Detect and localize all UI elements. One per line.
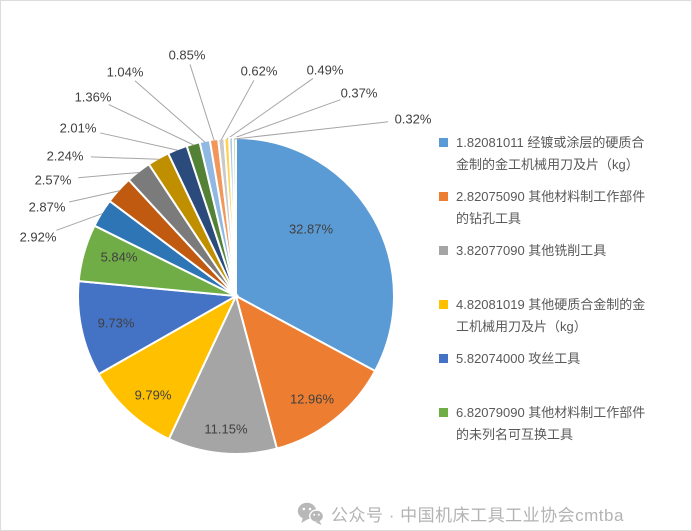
legend-label: 4.82081019 其他硬质合金制的金工机械用刀及片（kg）	[456, 297, 646, 334]
data-label: 32.87%	[289, 222, 334, 237]
legend-label: 3.82077090 其他铣削工具	[456, 243, 607, 258]
legend-item-3: 3.82077090 其他铣削工具	[439, 240, 657, 262]
pie-slice-3	[167, 293, 279, 455]
legend-item-5: 5.82074000 攻丝工具	[439, 348, 657, 370]
data-label: 2.92%	[20, 230, 57, 245]
wechat-icon	[297, 502, 324, 525]
legend-item-1: 1.82081011 经镀或涂层的硬质合金制的金工机械用刀及片（kg）	[439, 132, 657, 176]
legend-label: 2.82075090 其他材料制工作部件的钻孔工具	[456, 189, 646, 226]
legend-label: 1.82081011 经镀或涂层的硬质合金制的金工机械用刀及片（kg）	[456, 135, 645, 172]
legend-item-6: 6.82079090 其他材料制工作部件的未列名可互换工具	[439, 402, 657, 446]
pie-slice-5	[77, 280, 240, 376]
legend-marker	[439, 246, 448, 255]
leader-line	[234, 121, 389, 140]
data-label: 0.37%	[341, 86, 378, 101]
data-label: 2.24%	[47, 149, 84, 164]
legend-item-4: 4.82081019 其他硬质合金制的金工机械用刀及片（kg）	[439, 294, 657, 338]
data-label: 0.49%	[307, 63, 344, 78]
leader-line	[108, 104, 194, 146]
legend-marker	[439, 300, 448, 309]
legend-marker	[439, 138, 448, 147]
watermark-text: 公众号 · 中国机床工具工业协会cmtba	[331, 506, 624, 525]
legend-item-2: 2.82075090 其他材料制工作部件的钻孔工具	[439, 186, 657, 230]
data-label: 2.87%	[29, 200, 66, 215]
data-label: 5.84%	[101, 250, 138, 265]
leader-line	[189, 64, 215, 141]
legend-label: 6.82079090 其他材料制工作部件的未列名可互换工具	[456, 405, 646, 442]
leader-line	[56, 213, 103, 231]
leader-line	[134, 80, 206, 143]
data-label: 9.79%	[135, 388, 172, 403]
data-label: 0.62%	[241, 64, 278, 79]
data-label: 11.15%	[204, 422, 248, 437]
data-label: 12.96%	[290, 392, 335, 407]
data-label: 2.01%	[60, 121, 97, 136]
legend-marker	[439, 408, 448, 417]
pie-slice-4	[97, 293, 239, 441]
data-label: 9.73%	[98, 316, 135, 331]
legend-marker	[439, 192, 448, 201]
legend-marker	[439, 354, 448, 363]
data-label: 2.57%	[35, 173, 72, 188]
leader-line	[100, 132, 178, 151]
leader-line	[220, 80, 255, 140]
pie-slice-1	[235, 136, 395, 373]
pie-slice-2	[234, 294, 377, 450]
leader-line	[230, 99, 341, 140]
chart-legend: 1.82081011 经镀或涂层的硬质合金制的金工机械用刀及片（kg） 2.820…	[439, 1, 689, 530]
leader-line	[226, 78, 314, 140]
data-label: 1.04%	[107, 65, 144, 80]
leader-line	[78, 171, 140, 179]
pie-slice-18	[231, 136, 237, 297]
watermark: 公众号 · 中国机床工具工业协会cmtba	[297, 501, 624, 526]
data-label: 0.85%	[169, 48, 206, 63]
leader-line	[90, 156, 159, 160]
leader-line	[69, 190, 120, 203]
data-label: 1.36%	[75, 90, 112, 105]
legend-label: 5.82074000 攻丝工具	[456, 351, 581, 366]
data-label: 0.32%	[395, 112, 432, 127]
